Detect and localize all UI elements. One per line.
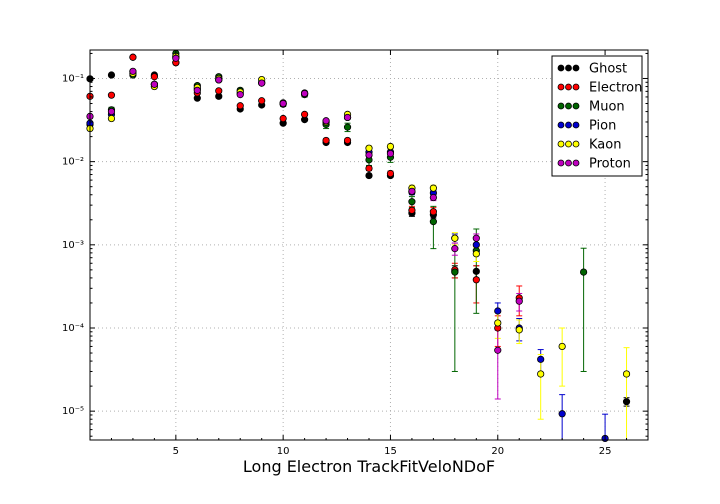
legend-label-ghost: Ghost <box>589 62 627 77</box>
x-tick-label: 5 <box>173 446 179 457</box>
kaon-point <box>494 319 502 327</box>
muon-point <box>451 268 459 276</box>
muon-point <box>343 123 352 131</box>
ghost-point <box>107 71 116 79</box>
proton-point <box>472 234 480 242</box>
legend-marker-electron <box>565 83 572 91</box>
legend-marker-proton <box>565 159 572 167</box>
x-tick-label: 25 <box>599 446 612 457</box>
legend-marker-muon <box>572 102 580 110</box>
pion-point <box>472 241 480 249</box>
legend-label-pion: Pion <box>589 119 616 134</box>
electron-point <box>343 136 352 145</box>
electron-point <box>472 276 480 284</box>
electron-point <box>365 164 373 172</box>
electron-point <box>386 169 395 178</box>
legend-label-electron: Electron <box>589 81 642 96</box>
proton-point <box>494 346 502 354</box>
electron-point <box>429 208 437 216</box>
legend-marker-proton <box>557 159 565 167</box>
ghost-point <box>365 171 373 180</box>
y-tick-label: 10⁻⁵ <box>62 406 84 417</box>
ghost-point <box>622 398 631 406</box>
y-tick-label: 10⁻⁴ <box>62 323 84 334</box>
legend-label-proton: Proton <box>589 157 631 172</box>
legend-label-muon: Muon <box>589 100 625 115</box>
kaon-point <box>451 234 459 242</box>
x-tick-label: 15 <box>384 446 397 457</box>
muon-point <box>429 218 437 226</box>
pion-point <box>494 307 502 315</box>
legend-marker-muon <box>565 102 572 110</box>
pion-point <box>558 410 566 418</box>
electron-point <box>408 206 416 214</box>
kaon-point <box>472 250 480 258</box>
kaon-point <box>365 144 373 152</box>
proton-point <box>150 80 158 88</box>
proton-point <box>343 113 352 122</box>
muon-point <box>408 198 416 206</box>
proton-point <box>515 297 523 305</box>
electron-point <box>107 91 116 99</box>
y-tick-label: 10⁻¹ <box>62 73 84 84</box>
electron-point <box>236 102 244 110</box>
proton-point <box>279 99 287 108</box>
kaon-point <box>537 370 545 378</box>
legend-marker-pion <box>565 121 572 129</box>
electron-point <box>129 53 137 61</box>
kaon-point <box>515 326 523 334</box>
proton-point <box>215 76 223 84</box>
proton-point <box>172 54 180 62</box>
proton-point <box>386 149 395 158</box>
proton-point <box>408 187 416 195</box>
data-points <box>86 49 631 443</box>
legend-box <box>551 55 643 177</box>
proton-point <box>129 67 137 75</box>
legend-marker-kaon <box>565 140 572 148</box>
electron-point <box>258 97 266 105</box>
pion-point <box>537 355 545 363</box>
proton-point <box>322 117 330 125</box>
muon-point <box>580 268 588 276</box>
legend-label-kaon: Kaon <box>589 138 621 153</box>
legend-marker-proton <box>572 159 580 167</box>
legend-marker-electron <box>557 83 565 91</box>
kaon-point <box>386 142 395 151</box>
ghost-point <box>472 267 480 275</box>
electron-point <box>215 87 223 95</box>
proton-point <box>258 79 266 87</box>
kaon-point <box>558 342 566 351</box>
legend: Ghost Electron Muon Pion Kaon Proton <box>551 55 643 177</box>
proton-point <box>429 193 437 202</box>
legend-marker-pion <box>557 121 565 129</box>
legend-marker-kaon <box>557 140 565 148</box>
proton-point <box>365 151 373 159</box>
proton-point <box>236 90 244 99</box>
legend-marker-electron <box>572 83 580 91</box>
electron-point <box>150 73 158 81</box>
electron-point <box>322 136 330 145</box>
proton-point <box>301 89 309 98</box>
legend-marker-muon <box>557 102 565 110</box>
proton-point <box>451 245 459 253</box>
kaon-point <box>622 370 631 378</box>
legend-marker-pion <box>572 121 580 129</box>
x-tick-label: 10 <box>277 446 290 457</box>
y-tick-label: 10⁻² <box>62 157 84 168</box>
proton-point <box>193 86 201 94</box>
legend-marker-ghost <box>565 64 572 72</box>
legend-marker-kaon <box>572 140 580 148</box>
y-tick-label: 10⁻³ <box>62 240 84 251</box>
legend-marker-ghost <box>572 64 580 72</box>
kaon-point <box>429 184 437 192</box>
x-axis-title: Long Electron TrackFitVeloNDoF <box>243 457 495 476</box>
x-tick-label: 20 <box>491 446 504 457</box>
kaon-point <box>107 114 116 123</box>
proton-point <box>107 107 116 116</box>
legend-marker-ghost <box>557 64 565 72</box>
electron-point <box>279 114 287 123</box>
electron-point <box>301 110 309 118</box>
axis-ticks: 5 10 15 20 25 10⁻⁵ 10⁻⁴ 10⁻³ 10⁻² 10⁻¹ <box>62 50 649 457</box>
